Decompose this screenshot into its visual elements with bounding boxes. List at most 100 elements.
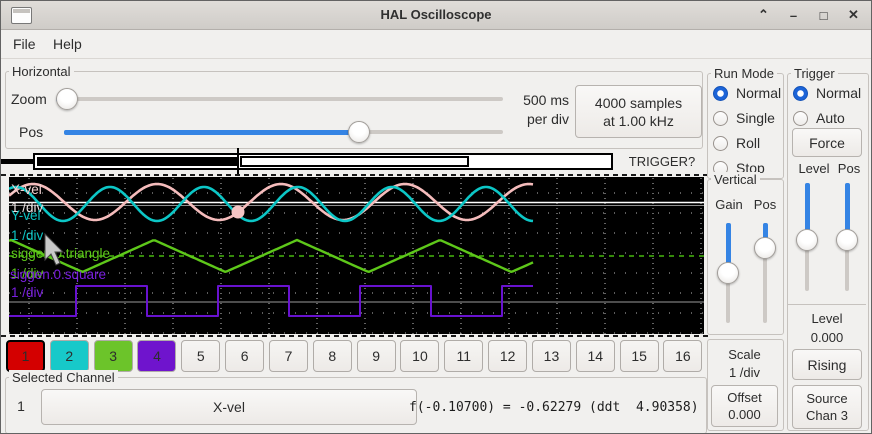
vertical-pos-slider-handle[interactable] [754, 237, 776, 260]
trigger-mode-radio-label: Auto [816, 110, 845, 126]
channel-button-5[interactable]: 5 [181, 340, 221, 372]
trigger-mode-radio-circle-normal[interactable] [793, 85, 808, 101]
trigger-mode-radio-circle-auto[interactable] [793, 110, 808, 126]
scope-channel-label: Y-vel [11, 208, 41, 223]
run-mode-group-label: Run Mode [711, 66, 777, 81]
vertical-gain-slider-fill [725, 223, 731, 273]
run-mode-radio-circle-roll[interactable] [713, 135, 728, 151]
samples-rate-button[interactable]: 4000 samples at 1.00 kHz [575, 85, 702, 138]
channel-button-10[interactable]: 10 [400, 340, 440, 372]
trigger-pos-slider-handle[interactable] [836, 229, 858, 252]
scope-channel-label: siggen.0.square [10, 267, 106, 282]
selected-channel-name-button[interactable]: X-vel [41, 389, 417, 425]
trigger-source-line2: Chan 3 [806, 408, 848, 423]
trigger-level-slider-handle[interactable] [796, 229, 818, 252]
pos-label: Pos [19, 124, 44, 140]
run-mode-radio-single[interactable]: Single [713, 110, 775, 126]
horizontal-pos-slider-handle[interactable] [347, 121, 370, 143]
run-mode-radio-circle-single[interactable] [713, 110, 728, 126]
scope-top-dashed-border [1, 174, 711, 176]
trigger-mode-radio-normal[interactable]: Normal [793, 85, 861, 101]
vertical-gain-label: Gain [715, 197, 743, 212]
trigger-pos-column-label: Pos [837, 161, 861, 176]
trigger-edge-button[interactable]: Rising [792, 349, 862, 380]
vertical-pos-slider-groove[interactable] [763, 223, 767, 323]
vertical-scale-label: Scale [728, 347, 761, 362]
trigger-point-dot [231, 205, 245, 219]
mouse-cursor-icon [44, 232, 65, 266]
scope-channel-label: 1 /div [11, 266, 44, 281]
trigger-group-divider [788, 304, 866, 305]
maximize-button[interactable]: □ [819, 7, 828, 23]
horizontal-pos-slider-fill [64, 129, 359, 135]
horizontal-zoom-slider-groove[interactable] [56, 97, 503, 101]
window-icon [11, 7, 32, 24]
vertical-scale-value: 1 /div [728, 365, 761, 380]
trigger-bar-left-line [1, 159, 34, 164]
scope-channel-label: 1 /div [11, 200, 44, 215]
vertical-pos-slider-fill [762, 223, 768, 249]
vertical-group-label: Vertical [711, 172, 760, 187]
run-mode-radio-normal[interactable]: Normal [713, 85, 781, 101]
vertical-offset-button[interactable]: Offset 0.000 [711, 385, 778, 427]
channel-button-3[interactable]: 3 [93, 340, 133, 372]
shade-button[interactable]: ⌃ [758, 7, 769, 22]
channel-button-16[interactable]: 16 [663, 340, 703, 372]
horizontal-group [5, 71, 703, 149]
trigger-mode-radio-auto[interactable]: Auto [793, 110, 845, 126]
trigger-bar-view-window [240, 156, 469, 167]
selected-channel-group [5, 377, 707, 433]
channel-button-15[interactable]: 15 [619, 340, 659, 372]
channel-button-8[interactable]: 8 [312, 340, 352, 372]
horizontal-group-label: Horizontal [9, 64, 74, 79]
trigger-level-value: 0.000 [810, 330, 844, 345]
channel-button-9[interactable]: 9 [356, 340, 396, 372]
scope-bottom-dashed-border [1, 335, 711, 337]
wave-X-vel [8, 182, 534, 222]
horizontal-zoom-slider-handle[interactable] [56, 88, 78, 110]
trigger-pos-slider-fill [844, 183, 850, 241]
channel-button-12[interactable]: 12 [488, 340, 528, 372]
trigger-source-button[interactable]: Source Chan 3 [792, 385, 862, 429]
channel-button-4[interactable]: 4 [137, 340, 177, 372]
menu-file[interactable]: File [13, 36, 36, 52]
channel-value-readout: f(-0.10700) = -0.62279 (ddt 4.90358) [409, 400, 699, 415]
samples-line1: 4000 samples [594, 94, 683, 111]
channel-button-13[interactable]: 13 [531, 340, 571, 372]
vertical-gain-slider-handle[interactable] [717, 262, 739, 284]
run-mode-radio-roll[interactable]: Roll [713, 135, 760, 151]
channel-button-14[interactable]: 14 [575, 340, 615, 372]
close-button[interactable]: ✕ [848, 7, 859, 22]
menubar: File Help [1, 29, 871, 59]
channel-button-2[interactable]: 2 [49, 340, 89, 372]
trigger-position-marker [237, 148, 239, 175]
scope-channel-label: X-vel [11, 182, 42, 197]
trigger-mode-radio-label: Normal [816, 85, 862, 101]
force-trigger-button[interactable]: Force [792, 128, 862, 157]
channel-button-11[interactable]: 11 [444, 340, 484, 372]
menu-help[interactable]: Help [53, 36, 82, 52]
trigger-level-column-label: Level [798, 161, 830, 176]
scope-channel-label: siggen.0.triangle [11, 246, 110, 261]
rate-per-div-line2: per div [526, 111, 569, 127]
channel-button-7[interactable]: 7 [268, 340, 308, 372]
vertical-offset-value: 0.000 [728, 407, 761, 422]
vertical-offset-label: Offset [727, 390, 762, 405]
wave-Y-vel [8, 185, 534, 223]
vertical-pos-label: Pos [753, 197, 777, 212]
wave-siggen.0.square [9, 285, 533, 317]
run-mode-radio-label: Roll [736, 135, 761, 151]
channel-button-6[interactable]: 6 [225, 340, 265, 372]
scale-offset-frame [707, 339, 784, 431]
window-controls: ⌃ – □ ✕ [756, 1, 861, 29]
channel-button-1[interactable]: 1 [6, 340, 45, 372]
minimize-button[interactable]: – [789, 7, 798, 23]
scope-display[interactable]: X-vel 1 /div Y-vel 1 /div siggen.0.triangle 1… [8, 177, 704, 334]
trigger-level-slider-fill [804, 183, 810, 241]
scope-channel-label: 1 /div [11, 285, 44, 300]
run-mode-radio-circle-normal[interactable] [713, 85, 728, 101]
titlebar: HAL Oscilloscope ⌃ – □ ✕ [1, 1, 871, 30]
window-title: HAL Oscilloscope [380, 7, 492, 22]
trigger-bar-filled-region [37, 157, 238, 166]
